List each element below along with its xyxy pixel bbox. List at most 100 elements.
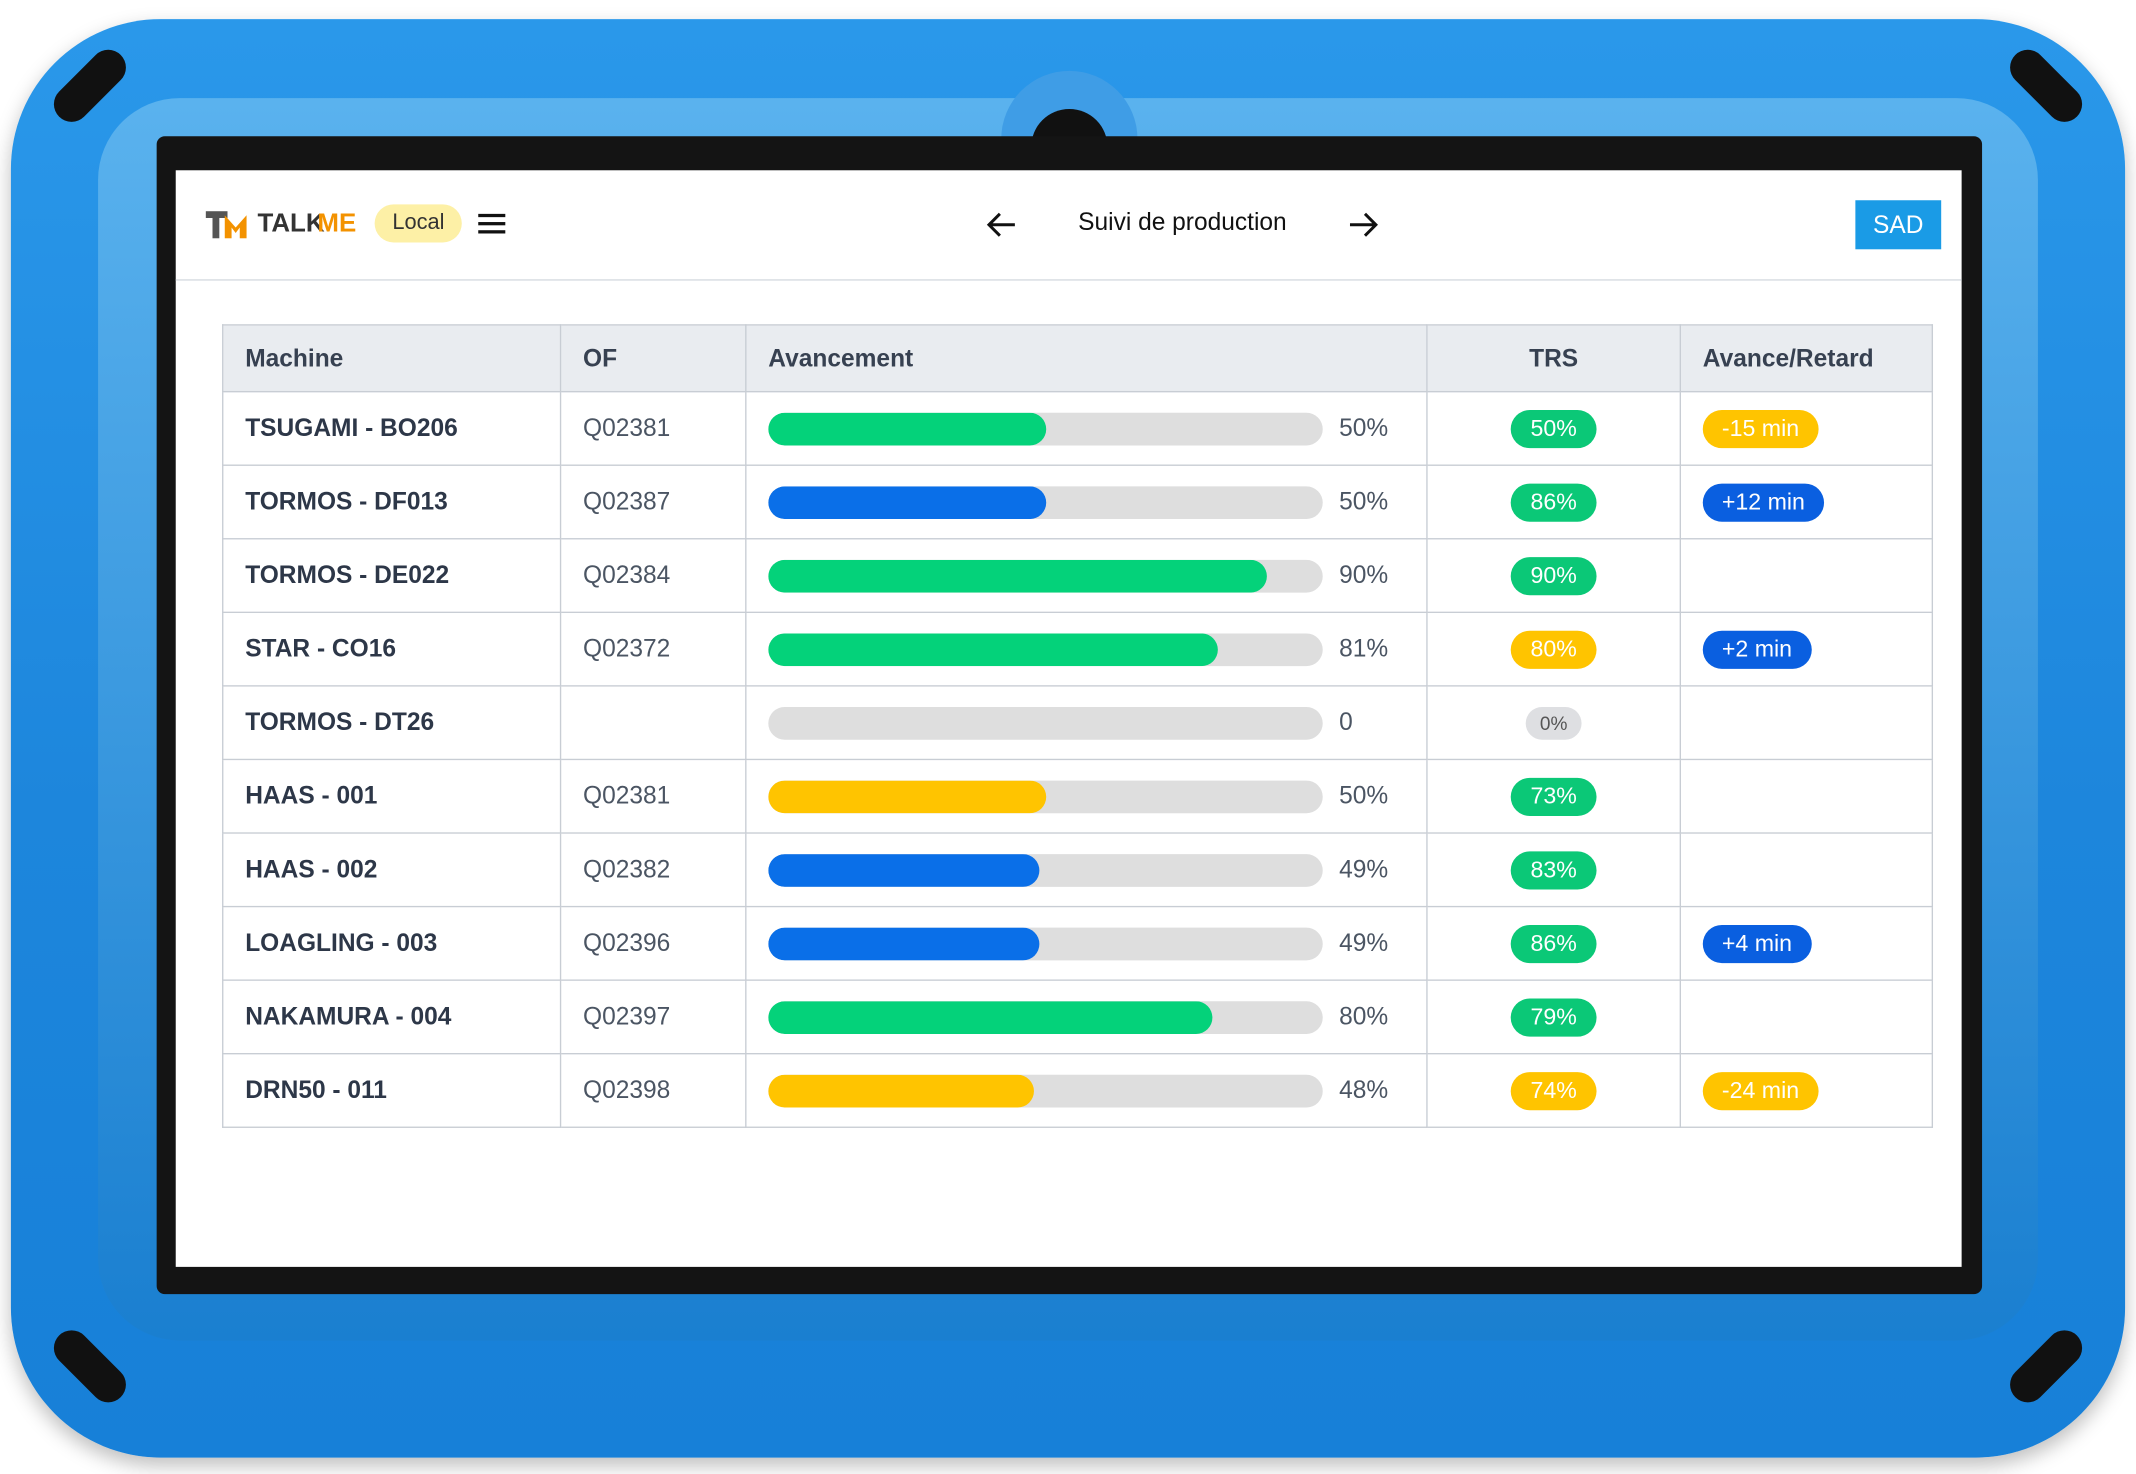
machine-cell: TORMOS - DF013 <box>222 464 562 540</box>
of-cell <box>559 685 747 761</box>
progress-label: 81% <box>1339 634 1389 663</box>
table-row: TSUGAMI - BO206 Q02381 50% 50% -15 min <box>222 390 1934 466</box>
delay-cell: -24 min <box>1679 1053 1934 1128</box>
column-header: Avancement <box>745 324 1428 393</box>
trs-badge: 74% <box>1511 1071 1596 1110</box>
progress-track <box>768 779 1323 813</box>
machine-cell: HAAS - 002 <box>222 832 562 908</box>
progress-cell: 0 <box>745 685 1428 761</box>
machine-name: DRN50 - 011 <box>245 1076 387 1104</box>
trs-badge: 50% <box>1511 409 1596 448</box>
table-row: DRN50 - 011 Q02398 48% 74% -24 min <box>222 1053 1934 1128</box>
column-header: OF <box>559 324 747 393</box>
page-title: Suivi de production <box>1078 208 1287 236</box>
machine-name: TORMOS - DT26 <box>245 708 435 736</box>
progress-cell: 50% <box>745 758 1428 834</box>
delay-cell <box>1679 832 1934 908</box>
progress-bar <box>768 485 1046 519</box>
of-cell: Q02384 <box>559 538 747 614</box>
trs-badge: 80% <box>1511 630 1596 669</box>
trs-cell: 86% <box>1426 464 1682 540</box>
progress-cell: 80% <box>745 979 1428 1055</box>
machine-cell: NAKAMURA - 004 <box>222 979 562 1055</box>
delay-cell: +4 min <box>1679 905 1934 981</box>
machine-cell: STAR - CO16 <box>222 611 562 687</box>
machine-cell: HAAS - 001 <box>222 758 562 834</box>
trs-badge: 73% <box>1511 777 1596 816</box>
progress-track <box>768 706 1323 740</box>
logo-accent: ME <box>317 209 357 239</box>
progress-label: 50% <box>1339 414 1389 442</box>
table-row: LOAGLING - 003 Q02396 49% 86% +4 min <box>222 905 1934 981</box>
app-screen: TALK ME Local Suivi de production SAD Ma… <box>175 170 1962 1267</box>
progress-bar <box>768 927 1040 960</box>
order-number: Q02381 <box>583 781 671 810</box>
of-cell: Q02398 <box>559 1053 747 1128</box>
machine-cell: TORMOS - DT26 <box>222 685 562 761</box>
progress-cell: 90% <box>745 538 1428 614</box>
trs-badge: 83% <box>1511 850 1596 889</box>
trs-cell: 74% <box>1426 1053 1682 1128</box>
machine-name: HAAS - 001 <box>245 781 378 810</box>
order-number: Q02398 <box>583 1076 671 1104</box>
production-table: Machine OF Avancement TRS Avance/Retard TSUG… <box>222 324 1934 1128</box>
trs-badge: 86% <box>1511 482 1596 522</box>
progress-cell: 81% <box>745 611 1428 687</box>
of-cell: Q02382 <box>559 832 747 908</box>
progress-bar <box>768 559 1268 592</box>
menu-button[interactable] <box>478 213 506 235</box>
environment-badge: Local <box>374 204 463 243</box>
delay-badge: -15 min <box>1702 409 1819 448</box>
progress-bar <box>768 632 1218 666</box>
table-body: TSUGAMI - BO206 Q02381 50% 50% -15 min TORMOS… <box>222 390 1934 1128</box>
progress-cell: 50% <box>745 464 1428 540</box>
progress-label: 49% <box>1339 855 1389 883</box>
progress-cell: 48% <box>745 1053 1428 1128</box>
progress-cell: 49% <box>745 905 1428 981</box>
delay-cell <box>1679 685 1934 761</box>
progress-cell: 50% <box>745 390 1428 466</box>
order-number: Q02396 <box>583 929 671 957</box>
column-header: TRS <box>1426 324 1682 393</box>
order-number: Q02372 <box>583 634 671 663</box>
table-row: TORMOS - DE022 Q02384 90% 90% <box>222 538 1934 614</box>
column-header: Machine <box>222 324 562 393</box>
delay-cell: +2 min <box>1679 611 1934 687</box>
next-button[interactable] <box>1349 211 1379 238</box>
progress-label: 90% <box>1339 561 1389 589</box>
delay-badge: +12 min <box>1702 482 1824 522</box>
machine-name: STAR - CO16 <box>245 634 396 663</box>
order-number: Q02397 <box>583 1002 671 1030</box>
order-number: Q02382 <box>583 855 671 883</box>
table-row: TORMOS - DF013 Q02387 50% 86% +12 min <box>222 464 1934 540</box>
progress-track <box>768 412 1323 445</box>
delay-cell <box>1679 979 1934 1055</box>
order-number: Q02387 <box>583 487 671 515</box>
progress-bar <box>768 1000 1212 1034</box>
trs-cell: 90% <box>1426 538 1682 614</box>
delay-cell: -15 min <box>1679 390 1934 466</box>
trs-cell: 86% <box>1426 905 1682 981</box>
progress-bar <box>768 412 1046 445</box>
trs-cell: 80% <box>1426 611 1682 687</box>
progress-track <box>768 853 1323 887</box>
table-row: HAAS - 001 Q02381 50% 73% <box>222 758 1934 834</box>
progress-label: 48% <box>1339 1076 1389 1104</box>
progress-track <box>768 632 1323 666</box>
machine-name: HAAS - 002 <box>245 855 378 883</box>
top-bar: TALK ME Local Suivi de production SAD <box>175 170 1962 281</box>
machine-name: TSUGAMI - BO206 <box>245 414 458 442</box>
table-row: NAKAMURA - 004 Q02397 80% 79% <box>222 979 1934 1055</box>
previous-button[interactable] <box>986 211 1016 238</box>
of-cell: Q02396 <box>559 905 747 981</box>
machine-cell: LOAGLING - 003 <box>222 905 562 981</box>
delay-badge: +4 min <box>1702 924 1812 963</box>
progress-track <box>768 485 1323 519</box>
machine-name: LOAGLING - 003 <box>245 929 438 957</box>
trs-cell: 50% <box>1426 390 1682 466</box>
trs-cell: 0% <box>1426 685 1682 761</box>
trs-cell: 73% <box>1426 758 1682 834</box>
user-button[interactable]: SAD <box>1855 200 1942 250</box>
